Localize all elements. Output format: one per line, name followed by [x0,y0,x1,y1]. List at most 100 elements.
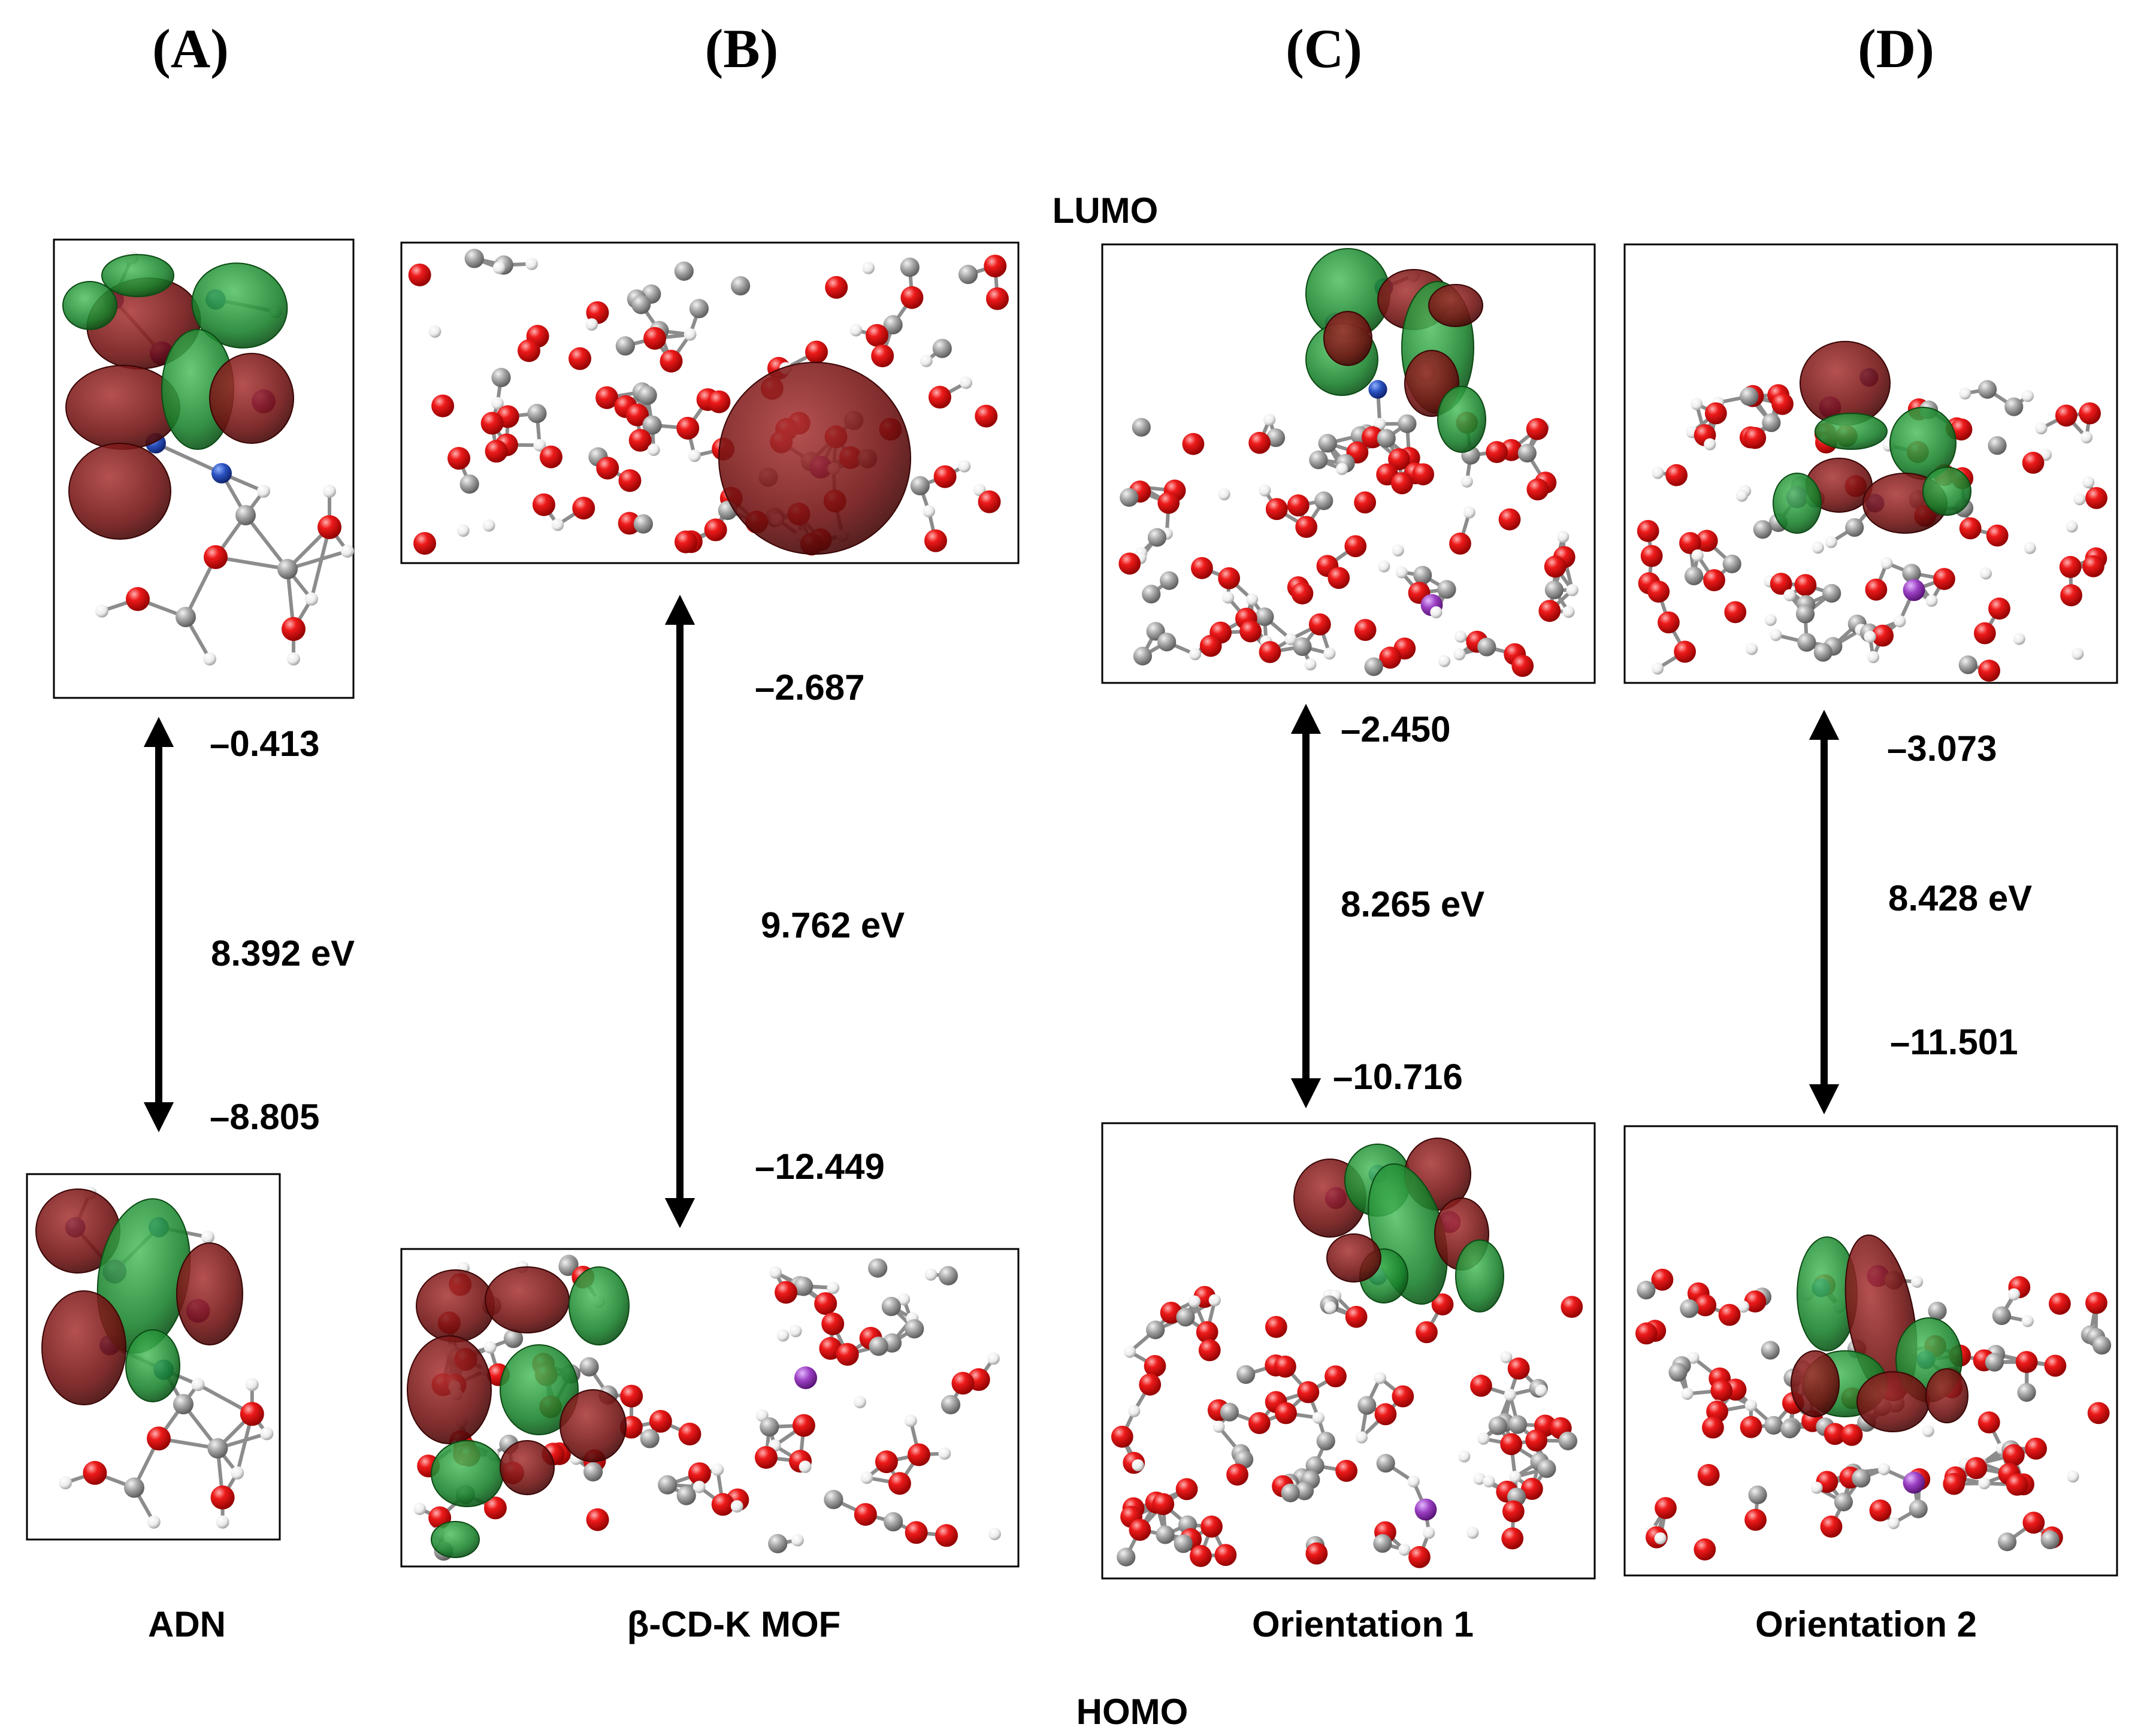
oxygen-atom [2022,1511,2045,1534]
oxygen-atom [1694,1294,1717,1317]
hydrogen-atom [1395,566,1408,579]
orbital-lobe-negative [125,1329,180,1402]
hydrogen-atom [684,328,697,341]
oxygen-atom [625,403,649,427]
carbon-atom [900,258,920,277]
hydrogen-atom [860,1471,873,1484]
carbon-atom [1160,571,1179,590]
oxygen-atom [1295,516,1318,539]
oxygen-atom [1502,1500,1525,1523]
carbon-atom [1780,1419,1800,1439]
oxygen-atom [1771,392,1794,415]
oxygen-atom [2022,452,2045,474]
carbon-atom [1293,637,1312,657]
oxygen-atom [1520,1478,1543,1500]
hydrogen-atom [987,1352,1000,1365]
carbon-atom [1685,566,1704,586]
carbon-atom [1176,1308,1195,1327]
hydrogen-atom [1979,567,1992,580]
oxygen-atom [1354,619,1377,642]
hydrogen-atom [1894,615,1906,628]
orbital-lobe-positive [500,1440,555,1495]
oxygen-atom [1501,1527,1524,1550]
hydrogen-atom [1323,647,1336,660]
carbon-atom [869,1336,888,1356]
hydrogen-atom [1304,658,1317,671]
hydrogen-atom [456,524,470,537]
orientation2-homo-molecule [1635,1234,2112,1560]
oxygen-atom [1259,641,1281,663]
oxygen-atom [1820,1516,1843,1538]
oxygen-atom [1794,574,1817,597]
oxygen-atom [975,404,998,428]
oxygen-atom [1191,557,1213,579]
oxygen-atom [595,386,619,409]
carbon-atom [1477,637,1496,657]
oxygen-atom [1988,597,2010,620]
oxygen-atom [1973,622,1996,645]
oxygen-atom [1291,582,1314,605]
homo-label: HOMO [1076,1692,1189,1732]
carbon-atom [464,249,484,268]
hydrogen-atom [688,449,701,462]
hydrogen-atom [2021,389,2034,403]
hydrogen-atom [1880,557,1893,570]
carbon-atom [1132,418,1151,437]
carbon-atom [1797,633,1816,652]
hydrogen-atom [1454,630,1467,643]
oxygen-atom [282,617,306,641]
hydrogen-atom [799,1460,812,1474]
oxygen-atom [1651,1268,1674,1291]
oxygen-atom [1449,533,1471,555]
hydrogen-atom [897,1293,911,1306]
hydrogen-atom [1925,594,1938,607]
carbon-atom [689,299,709,319]
hydrogen-atom [2021,1315,2034,1327]
carbon-atom [1157,633,1177,652]
carbon-atom [938,1266,958,1286]
hydrogen-atom [2082,476,2095,489]
orbital-lobe-negative [431,1440,504,1507]
oxygen-atom [1965,1457,1988,1480]
hydrogen-atom [1218,488,1230,501]
hydrogen-atom [1245,593,1259,606]
hydrogen-atom [1864,630,1876,643]
carbon-atom [1958,655,1977,675]
hydrogen-atom [1509,1471,1522,1483]
hydrogen-atom [1374,418,1386,430]
oxygen-atom [678,1422,701,1445]
carbon-atom [1558,1431,1578,1451]
oxygen-atom [660,349,683,373]
panel-letter-a: (A) [152,18,229,79]
oxygen-atom [1139,1373,1162,1396]
oxygen-atom [1943,1472,1965,1495]
carbon-atom [768,1534,788,1553]
oxygen-atom [1470,1374,1492,1397]
oxygen-atom [83,1460,107,1485]
oxygen-atom [2060,584,2082,607]
oxygen-atom [1704,402,1727,425]
hydrogen-atom [287,652,300,666]
oxygen-atom [1978,660,2001,682]
orbital-lobe-positive [1856,1371,1930,1432]
hydrogen-atom [1263,413,1276,426]
hydrogen-atom [730,1500,743,1513]
hydrogen-atom [1744,1399,1758,1412]
oxygen-atom [1986,524,2009,547]
carbon-atom [176,607,196,627]
hydrogen-atom [1284,633,1297,646]
carbon-atom [1668,1363,1688,1382]
carbon-atom [1761,1341,1780,1360]
hydrogen-atom [647,443,660,456]
panel-a-lumo-box [53,238,355,699]
orbital-lobe-positive [1791,1350,1840,1417]
oxygen-atom [1392,1385,1414,1408]
gap-value-d: 8.428 eV [1888,878,2032,918]
carbon-atom [1544,580,1564,600]
oxygen-atom [1658,611,1680,634]
orbital-lobe-negative [1922,467,1971,516]
oxygen-atom [1344,535,1367,558]
orbital-lobe-positive [1326,1233,1381,1283]
carbon-atom [794,1277,814,1296]
